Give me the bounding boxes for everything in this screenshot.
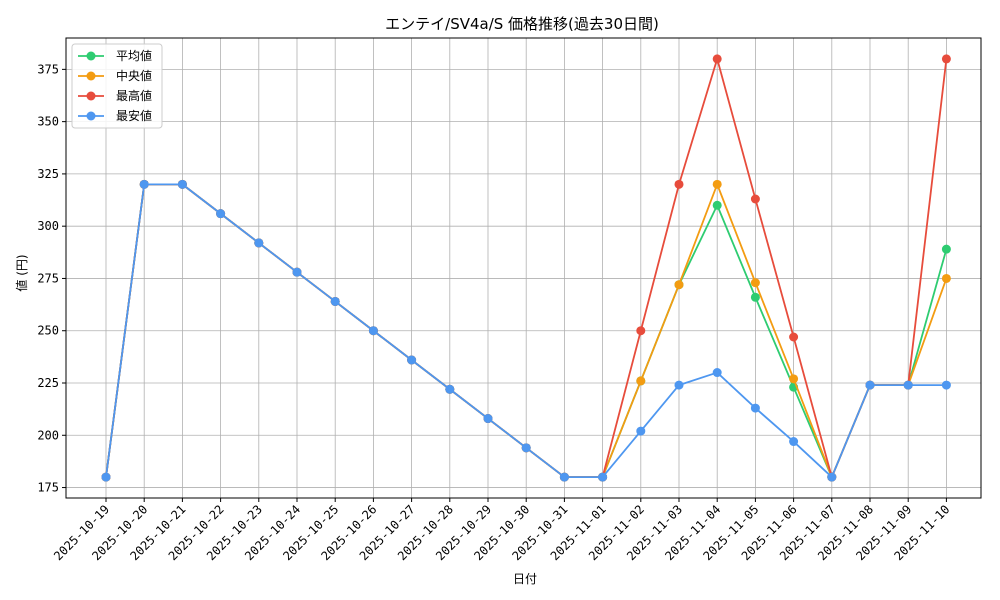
data-point (941, 380, 951, 390)
data-point (903, 380, 913, 390)
data-point (407, 355, 417, 365)
legend-marker (86, 111, 96, 121)
y-tick-label: 250 (37, 324, 59, 338)
data-point (712, 179, 722, 189)
y-tick-label: 200 (37, 428, 59, 442)
data-point (368, 326, 378, 336)
data-point (521, 443, 531, 453)
legend-marker (86, 51, 96, 61)
legend-label: 中央値 (116, 68, 152, 83)
data-point (292, 267, 302, 277)
data-point (941, 273, 951, 283)
data-point (330, 296, 340, 306)
series-lines (101, 54, 951, 482)
data-point (216, 209, 226, 219)
grid (66, 38, 981, 498)
data-point (789, 437, 799, 447)
data-point (636, 326, 646, 336)
y-tick-label: 175 (37, 481, 59, 495)
data-point (483, 414, 493, 424)
data-point (636, 376, 646, 386)
y-tick-label: 300 (37, 219, 59, 233)
y-tick-label: 225 (37, 376, 59, 390)
data-point (750, 403, 760, 413)
data-point (598, 472, 608, 482)
data-point (941, 244, 951, 254)
legend-marker (86, 71, 96, 81)
data-point (177, 179, 187, 189)
data-point (750, 278, 760, 288)
data-point (101, 472, 111, 482)
data-point (674, 179, 684, 189)
data-point (674, 380, 684, 390)
data-point (827, 472, 837, 482)
data-point (445, 384, 455, 394)
data-point (789, 374, 799, 384)
y-tick-label: 325 (37, 167, 59, 181)
legend-box (71, 43, 163, 129)
data-point (712, 54, 722, 64)
data-point (750, 292, 760, 302)
legend-marker (86, 91, 96, 101)
chart-title: エンテイ/SV4a/S 価格推移(過去30日間) (385, 15, 659, 33)
legend-label: 最安値 (116, 108, 152, 123)
axes: 1752002252502753003253503752025-10-19202… (37, 37, 982, 563)
y-tick-label: 275 (37, 271, 59, 285)
data-point (712, 368, 722, 378)
data-point (636, 426, 646, 436)
data-point (559, 472, 569, 482)
data-point (254, 238, 264, 248)
data-point (750, 194, 760, 204)
legend-label: 最高値 (116, 88, 152, 103)
y-tick-label: 375 (37, 62, 59, 76)
data-point (139, 179, 149, 189)
y-axis-title: 値 (円) (14, 254, 29, 291)
data-point (712, 200, 722, 210)
data-point (865, 380, 875, 390)
data-point (674, 280, 684, 290)
x-axis-title: 日付 (513, 572, 537, 586)
data-point (941, 54, 951, 64)
plot-frame (65, 37, 982, 499)
legend-label: 平均値 (116, 48, 152, 63)
data-point (789, 332, 799, 342)
y-tick-label: 350 (37, 115, 59, 129)
